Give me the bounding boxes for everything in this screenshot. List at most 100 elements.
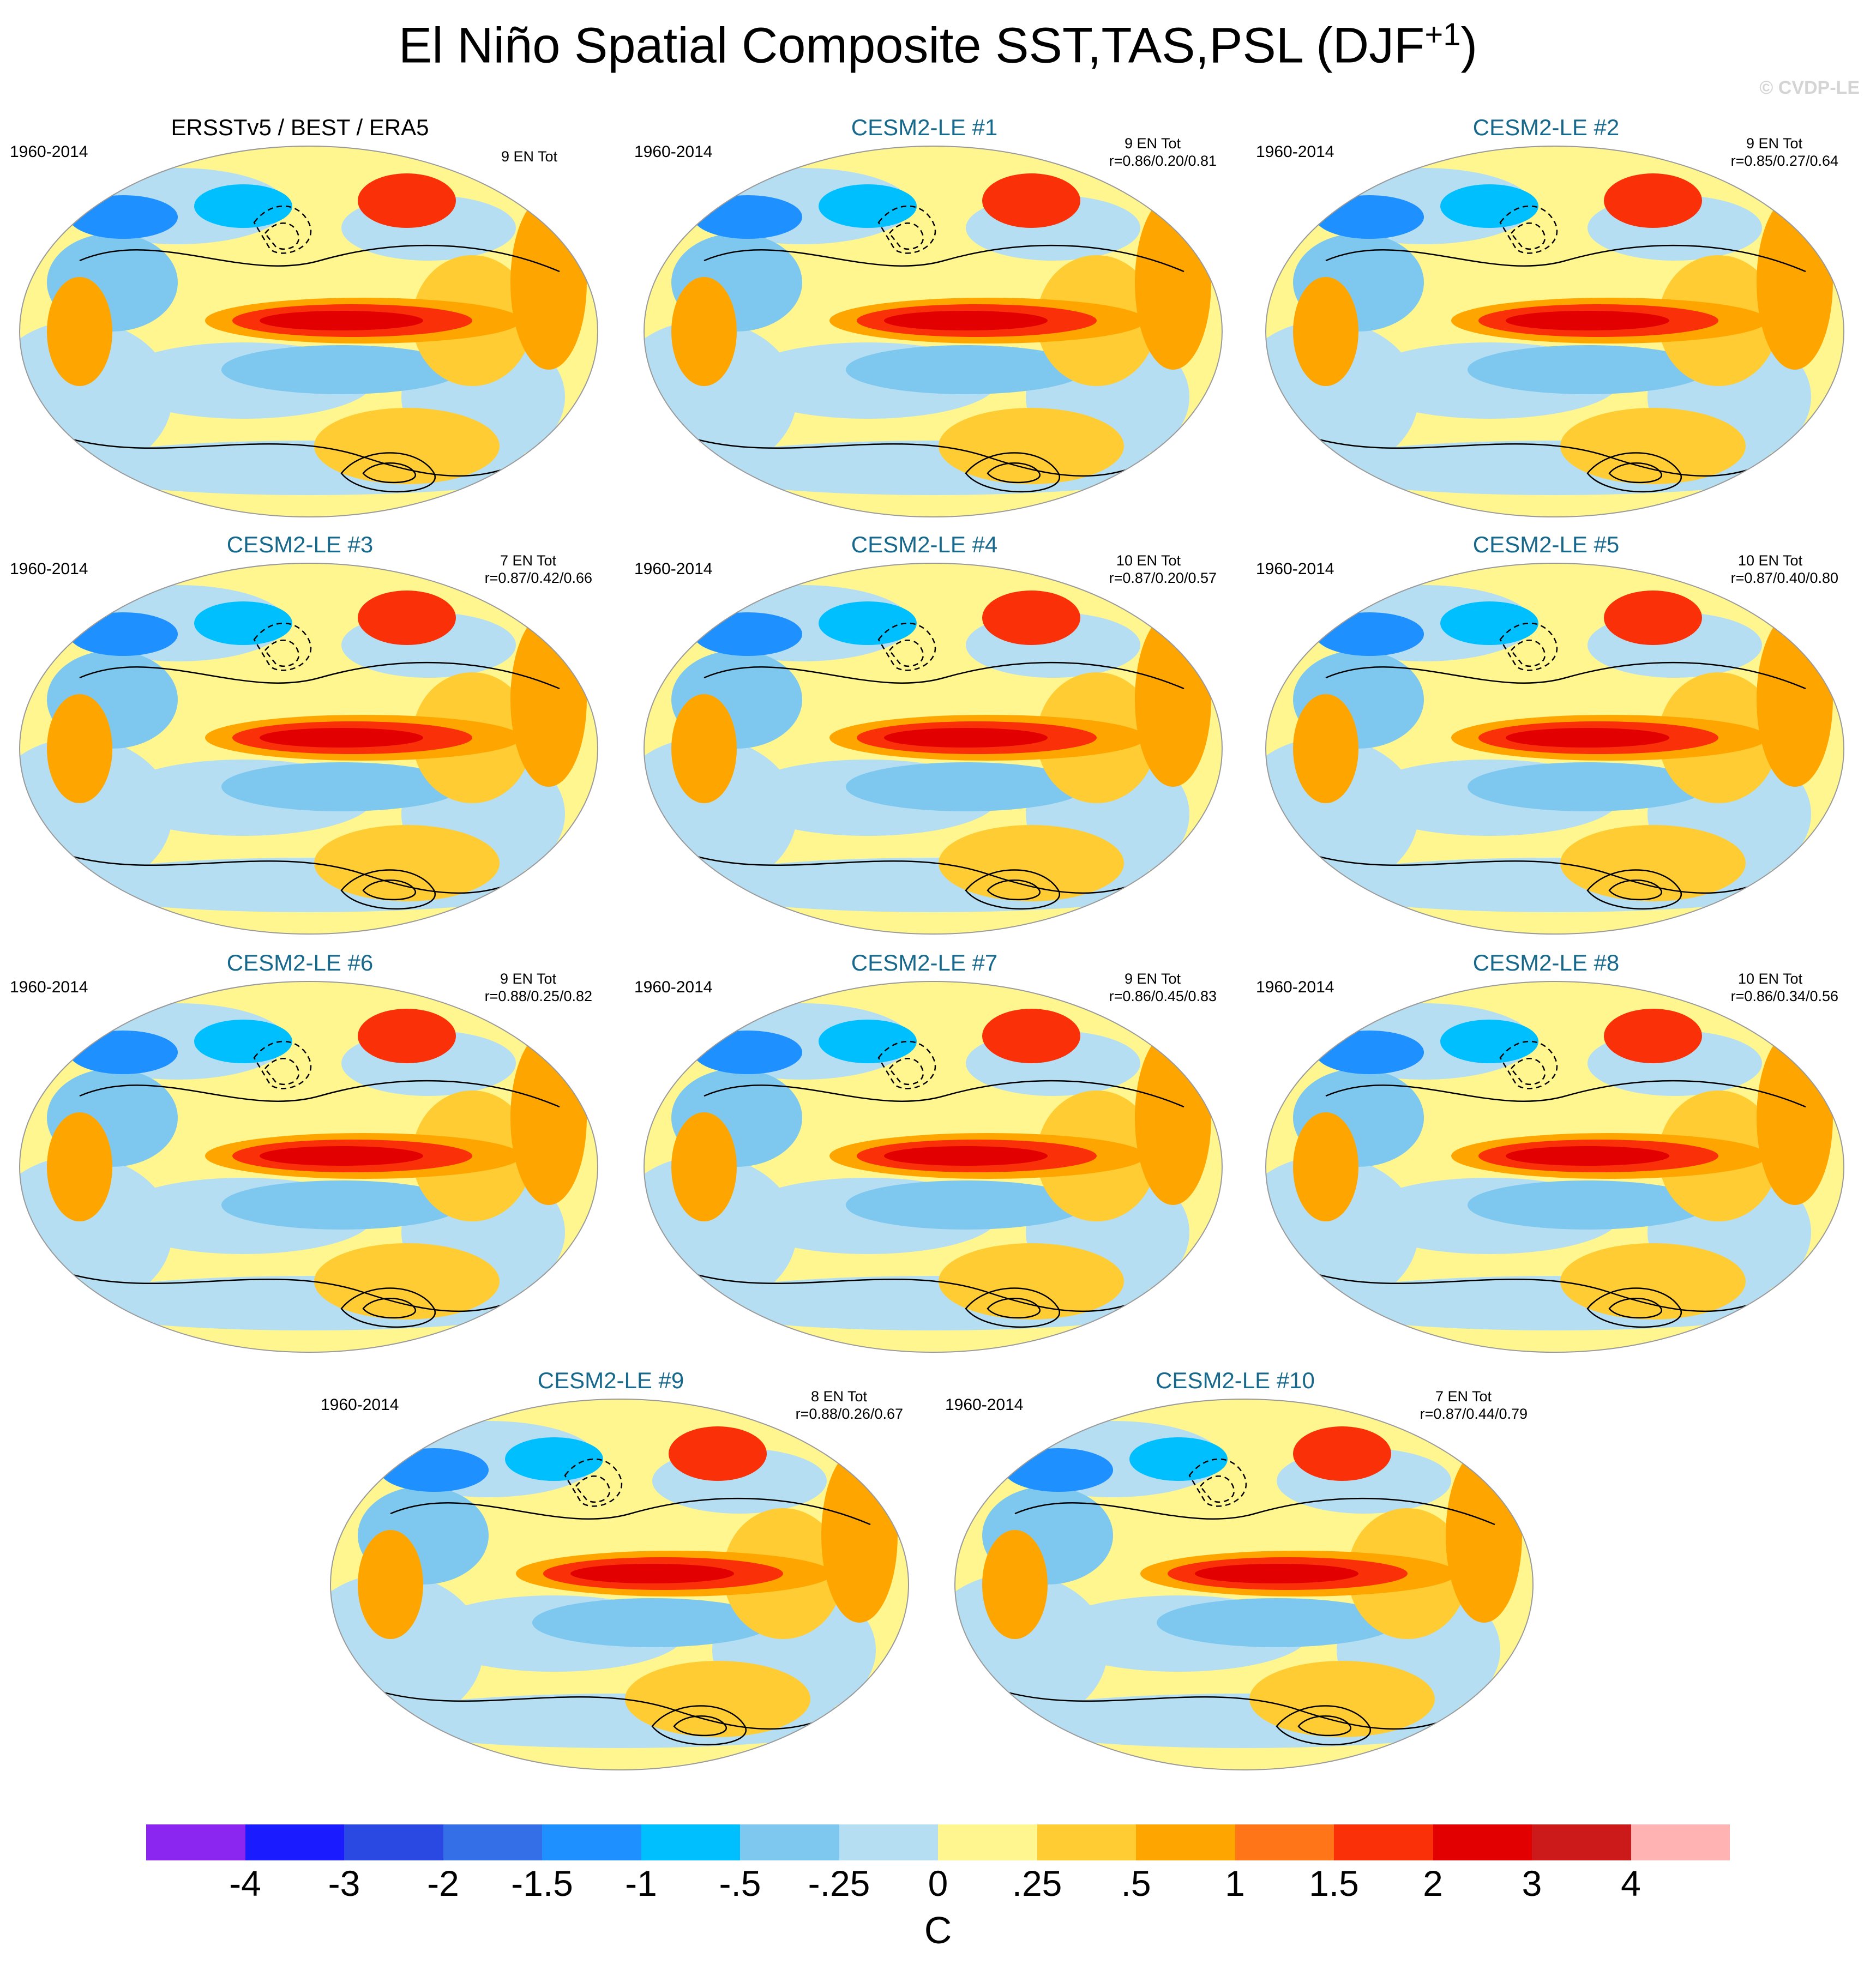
anomaly-region [1757, 1031, 1833, 1205]
map-outline [1265, 563, 1844, 935]
panel-en-count: 10 EN Tot [1737, 971, 1802, 987]
panel-title: CESM2-LE #10 [1156, 1367, 1315, 1393]
robinson-map [19, 146, 598, 517]
psl-contour [965, 452, 1061, 493]
anomaly-region [314, 1243, 500, 1320]
panel-correlation: r=0.86/0.45/0.83 [1109, 988, 1217, 1004]
anomaly-region [1468, 345, 1707, 394]
panel-period: 1960-2014 [1256, 560, 1334, 578]
anomaly-region [510, 612, 587, 787]
anomaly-region [819, 184, 917, 228]
anomaly-region [884, 728, 1048, 748]
figure-title-superscript: +1 [1424, 17, 1461, 52]
robinson-map [1265, 146, 1844, 517]
psl-contour [877, 205, 936, 254]
anomaly-region [884, 311, 1048, 330]
map-panel: ERSSTv5 / BEST / ERA5 1960-2014 9 EN Tot [0, 115, 600, 518]
panel-title: CESM2-LE #8 [1472, 950, 1620, 975]
anomaly-region [819, 601, 917, 645]
anomaly-region [982, 1530, 1048, 1639]
anomaly-region [982, 591, 1080, 645]
map-outline [644, 563, 1223, 935]
colorbar-tick-label: .5 [1121, 1863, 1151, 1903]
psl-contour [79, 244, 560, 273]
colorbar-swatch [1334, 1824, 1433, 1860]
panel-title: CESM2-LE #1 [851, 115, 998, 140]
panel-correlation: r=0.87/0.42/0.66 [484, 570, 592, 586]
robinson-map [644, 981, 1223, 1353]
anomaly-region [693, 195, 802, 239]
psl-contour [1586, 869, 1682, 910]
anomaly-region [1757, 195, 1833, 370]
colorbar-swatch [1136, 1824, 1235, 1860]
anomaly-region [1604, 173, 1702, 228]
psl-contour [253, 1040, 312, 1089]
map-outline [954, 1399, 1534, 1770]
anomaly-region [69, 612, 178, 656]
anomaly-region [260, 728, 423, 748]
anomaly-region [1315, 612, 1424, 656]
panel-title: CESM2-LE #3 [226, 532, 374, 557]
colorbar-swatch [740, 1824, 839, 1860]
map-panel: CESM2-LE #2 1960-2014 9 EN Tot r=0.85/0.27/… [1246, 115, 1846, 518]
anomaly-region [47, 1112, 112, 1221]
anomaly-region [570, 1564, 734, 1583]
psl-contour [1499, 1040, 1558, 1089]
psl-contour [340, 1287, 436, 1328]
anomaly-region [1440, 601, 1538, 645]
colorbar-swatch [938, 1824, 1037, 1860]
anomaly-region [510, 1031, 587, 1205]
colorbar-tick-label: 0 [928, 1863, 948, 1903]
colorbar-tick-label: 2 [1423, 1863, 1443, 1903]
anomaly-region [358, 1530, 423, 1639]
anomaly-region [1757, 612, 1833, 787]
psl-contour [564, 1458, 623, 1507]
anomaly-region [221, 762, 461, 811]
colorbar-swatch [1235, 1824, 1334, 1860]
psl-contour [1586, 1287, 1682, 1328]
map-outline [644, 146, 1223, 517]
anomaly-region [693, 612, 802, 656]
map-outline [330, 1399, 909, 1770]
anomaly-region [260, 311, 423, 330]
map-panel: CESM2-LE #10 1960-2014 7 EN Tot r=0.87/0.44… [935, 1367, 1535, 1771]
panel-correlation: r=0.86/0.34/0.56 [1730, 988, 1838, 1004]
panel-title: CESM2-LE #5 [1472, 532, 1620, 557]
map-panel: CESM2-LE #7 1960-2014 9 EN Tot r=0.86/0.45/… [624, 950, 1224, 1353]
psl-contour [1586, 452, 1682, 493]
colorbar-swatch [344, 1824, 443, 1860]
colorbar-tick-label: -3 [328, 1863, 360, 1903]
panel-period: 1960-2014 [1256, 978, 1334, 996]
anomaly-region [669, 1426, 767, 1481]
panel-period: 1960-2014 [634, 978, 713, 996]
colorbar-tick-label: 1 [1225, 1863, 1245, 1903]
psl-contour [965, 869, 1061, 910]
psl-contour [1297, 1715, 1351, 1737]
map-panel: CESM2-LE #6 1960-2014 9 EN Tot r=0.88/0.25/… [0, 950, 600, 1353]
psl-contour [703, 244, 1184, 273]
anomaly-region [1135, 612, 1211, 787]
psl-contour [1510, 640, 1546, 667]
psl-contour [1325, 661, 1806, 690]
psl-contour [264, 640, 299, 667]
panel-en-count: 9 EN Tot [500, 971, 556, 987]
map-panel: CESM2-LE #1 1960-2014 9 EN Tot r=0.86/0.20/… [624, 115, 1224, 518]
psl-contour [253, 205, 312, 254]
psl-contour [965, 1287, 1061, 1328]
psl-contour [1510, 222, 1546, 250]
colorbar-tick-label: -.25 [808, 1863, 870, 1903]
robinson-map [644, 563, 1223, 935]
anomaly-region [221, 345, 461, 394]
panel-en-count: 9 EN Tot [501, 148, 557, 165]
anomaly-region [1195, 1564, 1358, 1583]
colorbar-tick-label: -.5 [719, 1863, 761, 1903]
psl-contour [987, 879, 1041, 901]
robinson-map [644, 146, 1223, 517]
panel-period: 1960-2014 [634, 560, 713, 578]
map-panel: CESM2-LE #8 1960-2014 10 EN Tot r=0.86/0.34… [1246, 950, 1846, 1353]
anomaly-region [1560, 1243, 1746, 1320]
psl-contour [253, 622, 312, 671]
robinson-map [954, 1399, 1534, 1770]
psl-contour [877, 1040, 936, 1089]
anomaly-region [846, 1180, 1086, 1230]
